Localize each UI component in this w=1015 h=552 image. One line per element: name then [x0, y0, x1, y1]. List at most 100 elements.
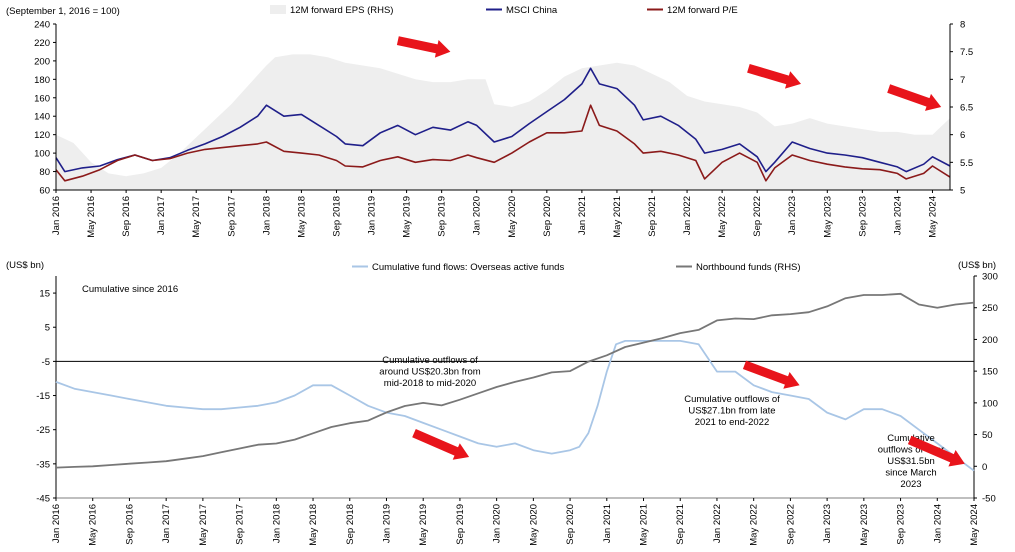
top-x-tick-label: Jan 2023	[787, 196, 798, 235]
top-x-tick-label: Jan 2024	[892, 196, 903, 235]
trend-arrow	[396, 36, 451, 58]
bottom-y-tick-label: -35	[36, 459, 50, 470]
top-x-tick-label: Jan 2017	[156, 196, 167, 235]
bottom-x-tick-label: Jan 2024	[932, 504, 943, 543]
forward-pe-line	[55, 104, 951, 182]
legend-msci-label: MSCI China	[506, 5, 558, 16]
bottom-y-tick-label: 5	[45, 323, 50, 334]
legend-eps-swatch	[270, 5, 286, 14]
annotation-text: Cumulative outflows of	[382, 355, 478, 366]
bottom-y2-unit-label: (US$ bn)	[958, 260, 996, 271]
trend-arrow	[412, 429, 470, 460]
top-y-tick-label: 160	[34, 93, 50, 104]
top-x-tick-label: Sep 2019	[437, 196, 448, 237]
top-y-tick-label: 140	[34, 112, 50, 123]
top-x-tick-label: Jan 2020	[472, 196, 483, 235]
top-x-tick-label: Jan 2022	[682, 196, 693, 235]
bottom-x-tick-label: Sep 2023	[896, 504, 907, 545]
top-y-tick-label: 200	[34, 56, 50, 67]
legend-eps-label: 12M forward EPS (RHS)	[290, 5, 393, 16]
trend-arrow	[887, 84, 942, 111]
top-x-tick-label: Sep 2018	[331, 196, 342, 237]
top-x-tick-label: May 2016	[86, 196, 97, 238]
bottom-x-tick-label: Sep 2017	[235, 504, 246, 545]
top-x-tick-label: May 2018	[296, 196, 307, 238]
bottom-x-tick-label: Sep 2019	[455, 504, 466, 545]
bottom-x-tick-label: May 2021	[639, 504, 650, 546]
bottom-x-tick-label: May 2018	[308, 504, 319, 546]
top-x-tick-label: May 2019	[402, 196, 413, 238]
top-y-tick-label: 80	[39, 167, 50, 178]
bottom-y2-tick-label: 300	[982, 272, 998, 283]
top-y-tick-label: 120	[34, 130, 50, 141]
bottom-y2-tick-label: 100	[982, 398, 998, 409]
bottom-y-tick-label: -25	[36, 425, 50, 436]
top-x-tick-label: May 2022	[717, 196, 728, 238]
bottom-y-tick-label: -5	[42, 357, 50, 368]
top-y2-tick-label: 5	[960, 186, 965, 197]
bottom-y2-tick-label: -50	[982, 494, 996, 505]
bottom-x-tick-label: Sep 2018	[345, 504, 356, 545]
bottom-x-tick-label: May 2023	[859, 504, 870, 546]
top-x-tick-label: Sep 2020	[542, 196, 553, 237]
bottom-y2-tick-label: 0	[982, 462, 987, 473]
bottom-x-tick-label: May 2016	[88, 504, 99, 546]
top-x-tick-label: Sep 2022	[752, 196, 763, 237]
annotation-text: 2023	[900, 479, 921, 490]
top-x-tick-label: May 2020	[507, 196, 518, 238]
top-x-tick-label: Jan 2019	[367, 196, 378, 235]
overseas-active-funds-line	[55, 339, 975, 472]
eps-area-series	[56, 54, 950, 191]
bottom-y2-tick-label: 50	[982, 430, 993, 441]
top-y2-tick-label: 7	[960, 75, 965, 86]
top-x-tick-label: May 2017	[191, 196, 202, 238]
bottom-x-tick-label: May 2022	[749, 504, 760, 546]
annotation-text: US$27.1bn from late	[688, 406, 775, 417]
bottom-x-tick-label: Jan 2021	[602, 504, 613, 543]
bottom-y-tick-label: -15	[36, 391, 50, 402]
top-y-tick-label: 240	[34, 20, 50, 31]
fund-flows-chart: 15 5 -5 -15 -25 -35 -45 300 250 200 150 100 50 0 -50 Ja…	[6, 260, 998, 546]
bottom-x-tick-label: May 2019	[418, 504, 429, 546]
legend-northbound-label: Northbound funds (RHS)	[696, 262, 801, 273]
bottom-x-tick-label: May 2020	[528, 504, 539, 546]
top-x-tick-label: Sep 2023	[857, 196, 868, 237]
bottom-x-tick-label: Sep 2020	[565, 504, 576, 545]
bottom-y-unit-label: (US$ bn)	[6, 260, 44, 271]
northbound-funds-line	[55, 292, 975, 469]
msci-china-line	[55, 67, 951, 173]
bottom-x-tick-label: Sep 2016	[124, 504, 135, 545]
annotation-text: US$31.5bn	[887, 456, 935, 467]
top-x-tick-label: May 2023	[822, 196, 833, 238]
top-x-tick-label: May 2021	[612, 196, 623, 238]
eps-msci-pe-chart: 60 80 100 120 140 160 180 200 220 240 5 5.5 6 6.5 7 7.5…	[6, 5, 973, 238]
top-x-tick-label: May 2024	[927, 196, 938, 238]
top-y2-tick-label: 6.5	[960, 103, 973, 114]
bottom-x-tick-label: Jan 2017	[161, 504, 172, 543]
top-x-tick-label: Jan 2021	[577, 196, 588, 235]
bottom-x-tick-label: Jan 2019	[381, 504, 392, 543]
top-y2-tick-label: 8	[960, 20, 965, 31]
top-x-tick-label: Sep 2021	[647, 196, 658, 237]
bottom-x-tick-label: Sep 2021	[675, 504, 686, 545]
legend-active-label: Cumulative fund flows: Overseas active f…	[372, 262, 564, 273]
bottom-x-tick-label: Jan 2020	[492, 504, 503, 543]
top-y2-tick-label: 6	[960, 130, 965, 141]
trend-arrow	[747, 64, 801, 89]
top-y2-tick-label: 5.5	[960, 158, 973, 169]
bottom-y2-tick-label: 200	[982, 335, 998, 346]
annotation-text: around US$20.3bn from	[379, 367, 480, 378]
bottom-x-tick-label: Sep 2022	[785, 504, 796, 545]
top-y-tick-label: 100	[34, 149, 50, 160]
bottom-y-tick-label: 15	[39, 289, 50, 300]
annotation-text: outflows of over	[878, 445, 945, 456]
annotation-text: Cumulative outflows of	[684, 394, 780, 405]
annotation-text: 2021 to end-2022	[695, 417, 769, 428]
bottom-subtitle: Cumulative since 2016	[82, 284, 178, 295]
top-x-tick-label: Sep 2017	[226, 196, 237, 237]
top-y2-tick-label: 7.5	[960, 47, 973, 58]
bottom-x-tick-label: May 2024	[969, 504, 980, 546]
bottom-x-tick-label: Jan 2023	[822, 504, 833, 543]
